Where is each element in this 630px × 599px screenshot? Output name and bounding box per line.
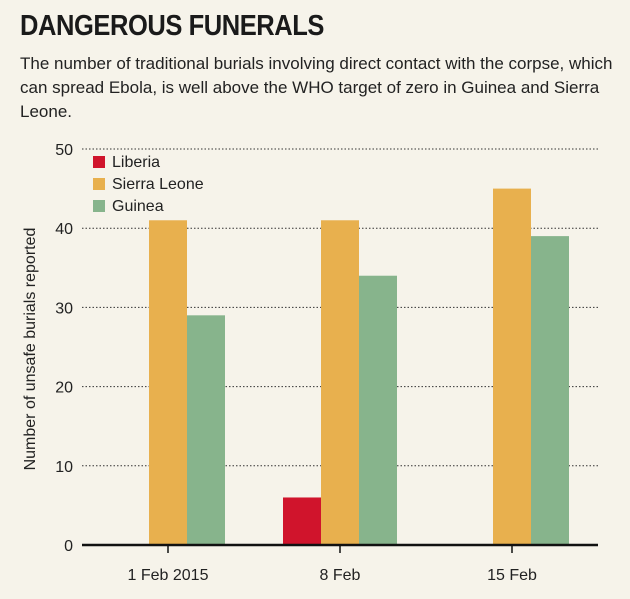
- bar-guinea: [531, 236, 569, 545]
- bar-sierra-leone: [321, 220, 359, 545]
- bars: [149, 188, 569, 545]
- x-tick-label: 15 Feb: [487, 567, 537, 584]
- y-tick-label: 50: [55, 142, 73, 159]
- chart-subtitle: The number of traditional burials involv…: [20, 54, 613, 121]
- bar-sierra-leone: [149, 220, 187, 545]
- legend-swatch-liberia: [93, 156, 105, 168]
- y-axis-title: Number of unsafe burials reported: [22, 228, 39, 471]
- x-tick-label: 8 Feb: [320, 567, 361, 584]
- bar-guinea: [359, 275, 397, 545]
- chart-title: DANGEROUS FUNERALS: [20, 10, 325, 42]
- y-tick-label: 20: [55, 380, 73, 397]
- legend-label: Guinea: [112, 198, 164, 215]
- legend-swatch-sierra-leone: [93, 178, 105, 190]
- bar-liberia: [283, 497, 321, 545]
- y-tick-label: 30: [55, 300, 73, 317]
- x-tick-label: 1 Feb 2015: [128, 567, 209, 584]
- axes: 0 10 20 30 40 50 Number of unsafe burials repo…: [22, 142, 598, 584]
- bar-sierra-leone: [493, 188, 531, 545]
- legend-label: Liberia: [112, 154, 160, 171]
- legend-swatch-guinea: [93, 200, 105, 212]
- y-tick-label: 40: [55, 221, 73, 238]
- y-tick-label: 10: [55, 459, 73, 476]
- legend-label: Sierra Leone: [112, 176, 204, 193]
- legend: Liberia Sierra Leone Guinea: [93, 154, 204, 215]
- y-tick-label: 0: [64, 538, 73, 555]
- bar-guinea: [187, 315, 225, 545]
